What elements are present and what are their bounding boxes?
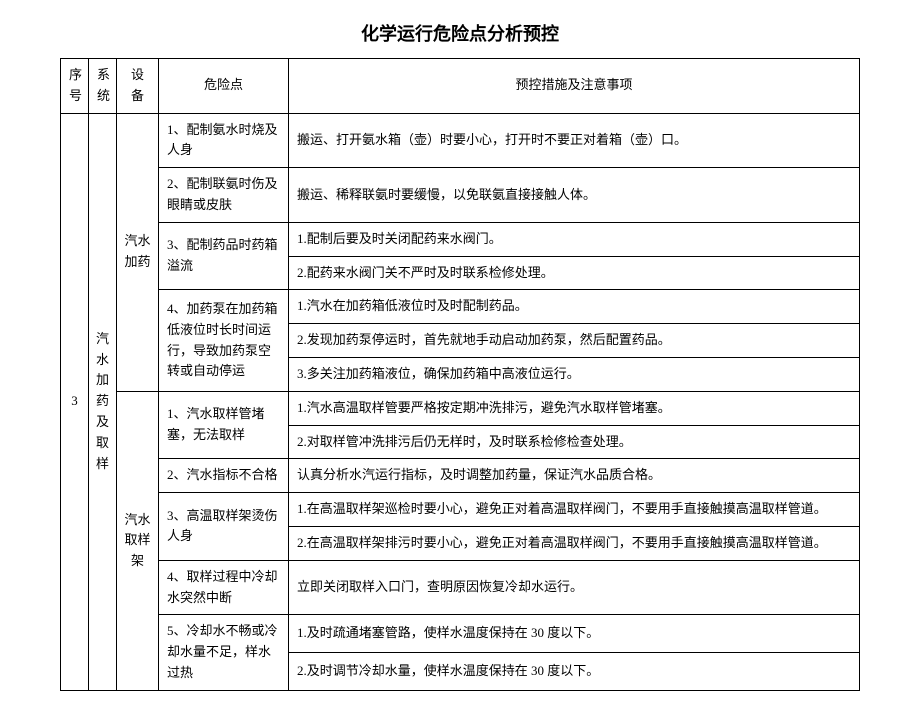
header-measure: 预控措施及注意事项 [289,59,860,114]
table-row: 3 汽水加药及取样 汽水加药 1、配制氨水时烧及人身 搬运、打开氨水箱（壶）时要… [61,113,860,168]
cell-device: 汽水加药 [117,113,159,391]
header-sys: 系统 [89,59,117,114]
cell-measure: 2.及时调节冷却水量，使样水温度保持在 30 度以下。 [289,653,860,691]
cell-measure: 搬运、稀释联氨时要缓慢，以免联氨直接接触人体。 [289,168,860,223]
cell-measure: 1.在高温取样架巡检时要小心，避免正对着高温取样阀门，不要用手直接触摸高温取样管… [289,493,860,527]
cell-measure: 3.多关注加药箱液位，确保加药箱中高液位运行。 [289,357,860,391]
cell-risk: 3、高温取样架烫伤人身 [159,493,289,561]
cell-measure: 2.对取样管冲洗排污后仍无样时，及时联系检修检查处理。 [289,425,860,459]
cell-measure: 2.配药来水阀门关不严时及时联系检修处理。 [289,256,860,290]
cell-risk: 1、汽水取样管堵塞，无法取样 [159,391,289,459]
cell-measure: 2.发现加药泵停运时，首先就地手动启动加药泵，然后配置药品。 [289,324,860,358]
cell-measure: 立即关闭取样入口门，查明原因恢复冷却水运行。 [289,560,860,615]
cell-risk: 5、冷却水不畅或冷却水量不足，样水过热 [159,615,289,690]
table-row: 4、取样过程中冷却水突然中断 立即关闭取样入口门，查明原因恢复冷却水运行。 [61,560,860,615]
cell-measure: 搬运、打开氨水箱（壶）时要小心，打开时不要正对着箱（壶）口。 [289,113,860,168]
table-row: 5、冷却水不畅或冷却水量不足，样水过热 1.及时疏通堵塞管路，使样水温度保持在 … [61,615,860,653]
table-row: 3、高温取样架烫伤人身 1.在高温取样架巡检时要小心，避免正对着高温取样阀门，不… [61,493,860,527]
cell-risk: 2、配制联氨时伤及眼睛或皮肤 [159,168,289,223]
table-row: 2、汽水指标不合格 认真分析水汽运行指标，及时调整加药量，保证汽水品质合格。 [61,459,860,493]
header-seq: 序号 [61,59,89,114]
table-row: 4、加药泵在加药箱低液位时长时间运行，导致加药泵空转或自动停运 1.汽水在加药箱… [61,290,860,324]
cell-device: 汽水取样架 [117,391,159,690]
cell-risk: 3、配制药品时药箱溢流 [159,222,289,290]
table-header-row: 序号 系统 设备 危险点 预控措施及注意事项 [61,59,860,114]
cell-risk: 4、取样过程中冷却水突然中断 [159,560,289,615]
cell-risk: 1、配制氨水时烧及人身 [159,113,289,168]
cell-risk: 2、汽水指标不合格 [159,459,289,493]
cell-measure: 2.在高温取样架排污时要小心，避免正对着高温取样阀门，不要用手直接触摸高温取样管… [289,526,860,560]
header-dev: 设备 [117,59,159,114]
cell-seq: 3 [61,113,89,690]
page-title: 化学运行危险点分析预控 [60,20,860,46]
cell-risk: 4、加药泵在加药箱低液位时长时间运行，导致加药泵空转或自动停运 [159,290,289,391]
cell-measure: 1.汽水在加药箱低液位时及时配制药品。 [289,290,860,324]
cell-measure: 认真分析水汽运行指标，及时调整加药量，保证汽水品质合格。 [289,459,860,493]
header-risk: 危险点 [159,59,289,114]
cell-measure: 1.配制后要及时关闭配药来水阀门。 [289,222,860,256]
cell-measure: 1.及时疏通堵塞管路，使样水温度保持在 30 度以下。 [289,615,860,653]
risk-table: 序号 系统 设备 危险点 预控措施及注意事项 3 汽水加药及取样 汽水加药 1、… [60,58,860,691]
table-row: 汽水取样架 1、汽水取样管堵塞，无法取样 1.汽水高温取样管要严格按定期冲洗排污… [61,391,860,425]
table-row: 2、配制联氨时伤及眼睛或皮肤 搬运、稀释联氨时要缓慢，以免联氨直接接触人体。 [61,168,860,223]
cell-system: 汽水加药及取样 [89,113,117,690]
cell-measure: 1.汽水高温取样管要严格按定期冲洗排污，避免汽水取样管堵塞。 [289,391,860,425]
table-row: 3、配制药品时药箱溢流 1.配制后要及时关闭配药来水阀门。 [61,222,860,256]
